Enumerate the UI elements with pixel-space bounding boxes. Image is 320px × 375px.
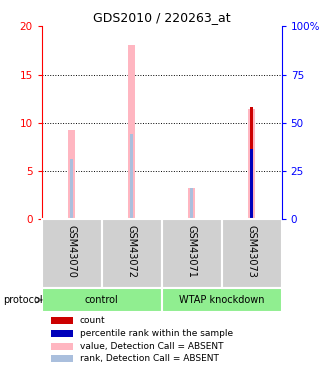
Text: value, Detection Call = ABSENT: value, Detection Call = ABSENT: [80, 342, 223, 351]
Bar: [248, 109, 255, 219]
Bar: [162, 288, 282, 312]
Bar: [51, 317, 73, 324]
Bar: [190, 188, 193, 219]
Text: GSM43071: GSM43071: [187, 225, 196, 278]
Text: percentile rank within the sample: percentile rank within the sample: [80, 329, 233, 338]
Bar: [42, 219, 102, 288]
Text: rank, Detection Call = ABSENT: rank, Detection Call = ABSENT: [80, 354, 219, 363]
Text: GSM43072: GSM43072: [127, 225, 137, 278]
Bar: [102, 219, 162, 288]
Text: GSM43070: GSM43070: [67, 225, 76, 278]
Text: count: count: [80, 316, 106, 325]
Text: GSM43073: GSM43073: [247, 225, 257, 278]
Text: control: control: [85, 295, 118, 305]
Bar: [51, 330, 73, 337]
Bar: [70, 159, 73, 219]
Bar: [42, 288, 162, 312]
Bar: [51, 343, 73, 350]
Bar: [51, 356, 73, 363]
Bar: [188, 188, 195, 219]
Title: GDS2010 / 220263_at: GDS2010 / 220263_at: [93, 11, 230, 24]
Bar: [162, 219, 222, 288]
Bar: [130, 134, 133, 219]
Bar: [250, 149, 253, 219]
Bar: [250, 107, 253, 219]
Bar: [68, 130, 75, 219]
Text: WTAP knockdown: WTAP knockdown: [179, 295, 264, 305]
Text: protocol: protocol: [3, 295, 43, 305]
Bar: [222, 219, 282, 288]
Bar: [128, 45, 135, 219]
